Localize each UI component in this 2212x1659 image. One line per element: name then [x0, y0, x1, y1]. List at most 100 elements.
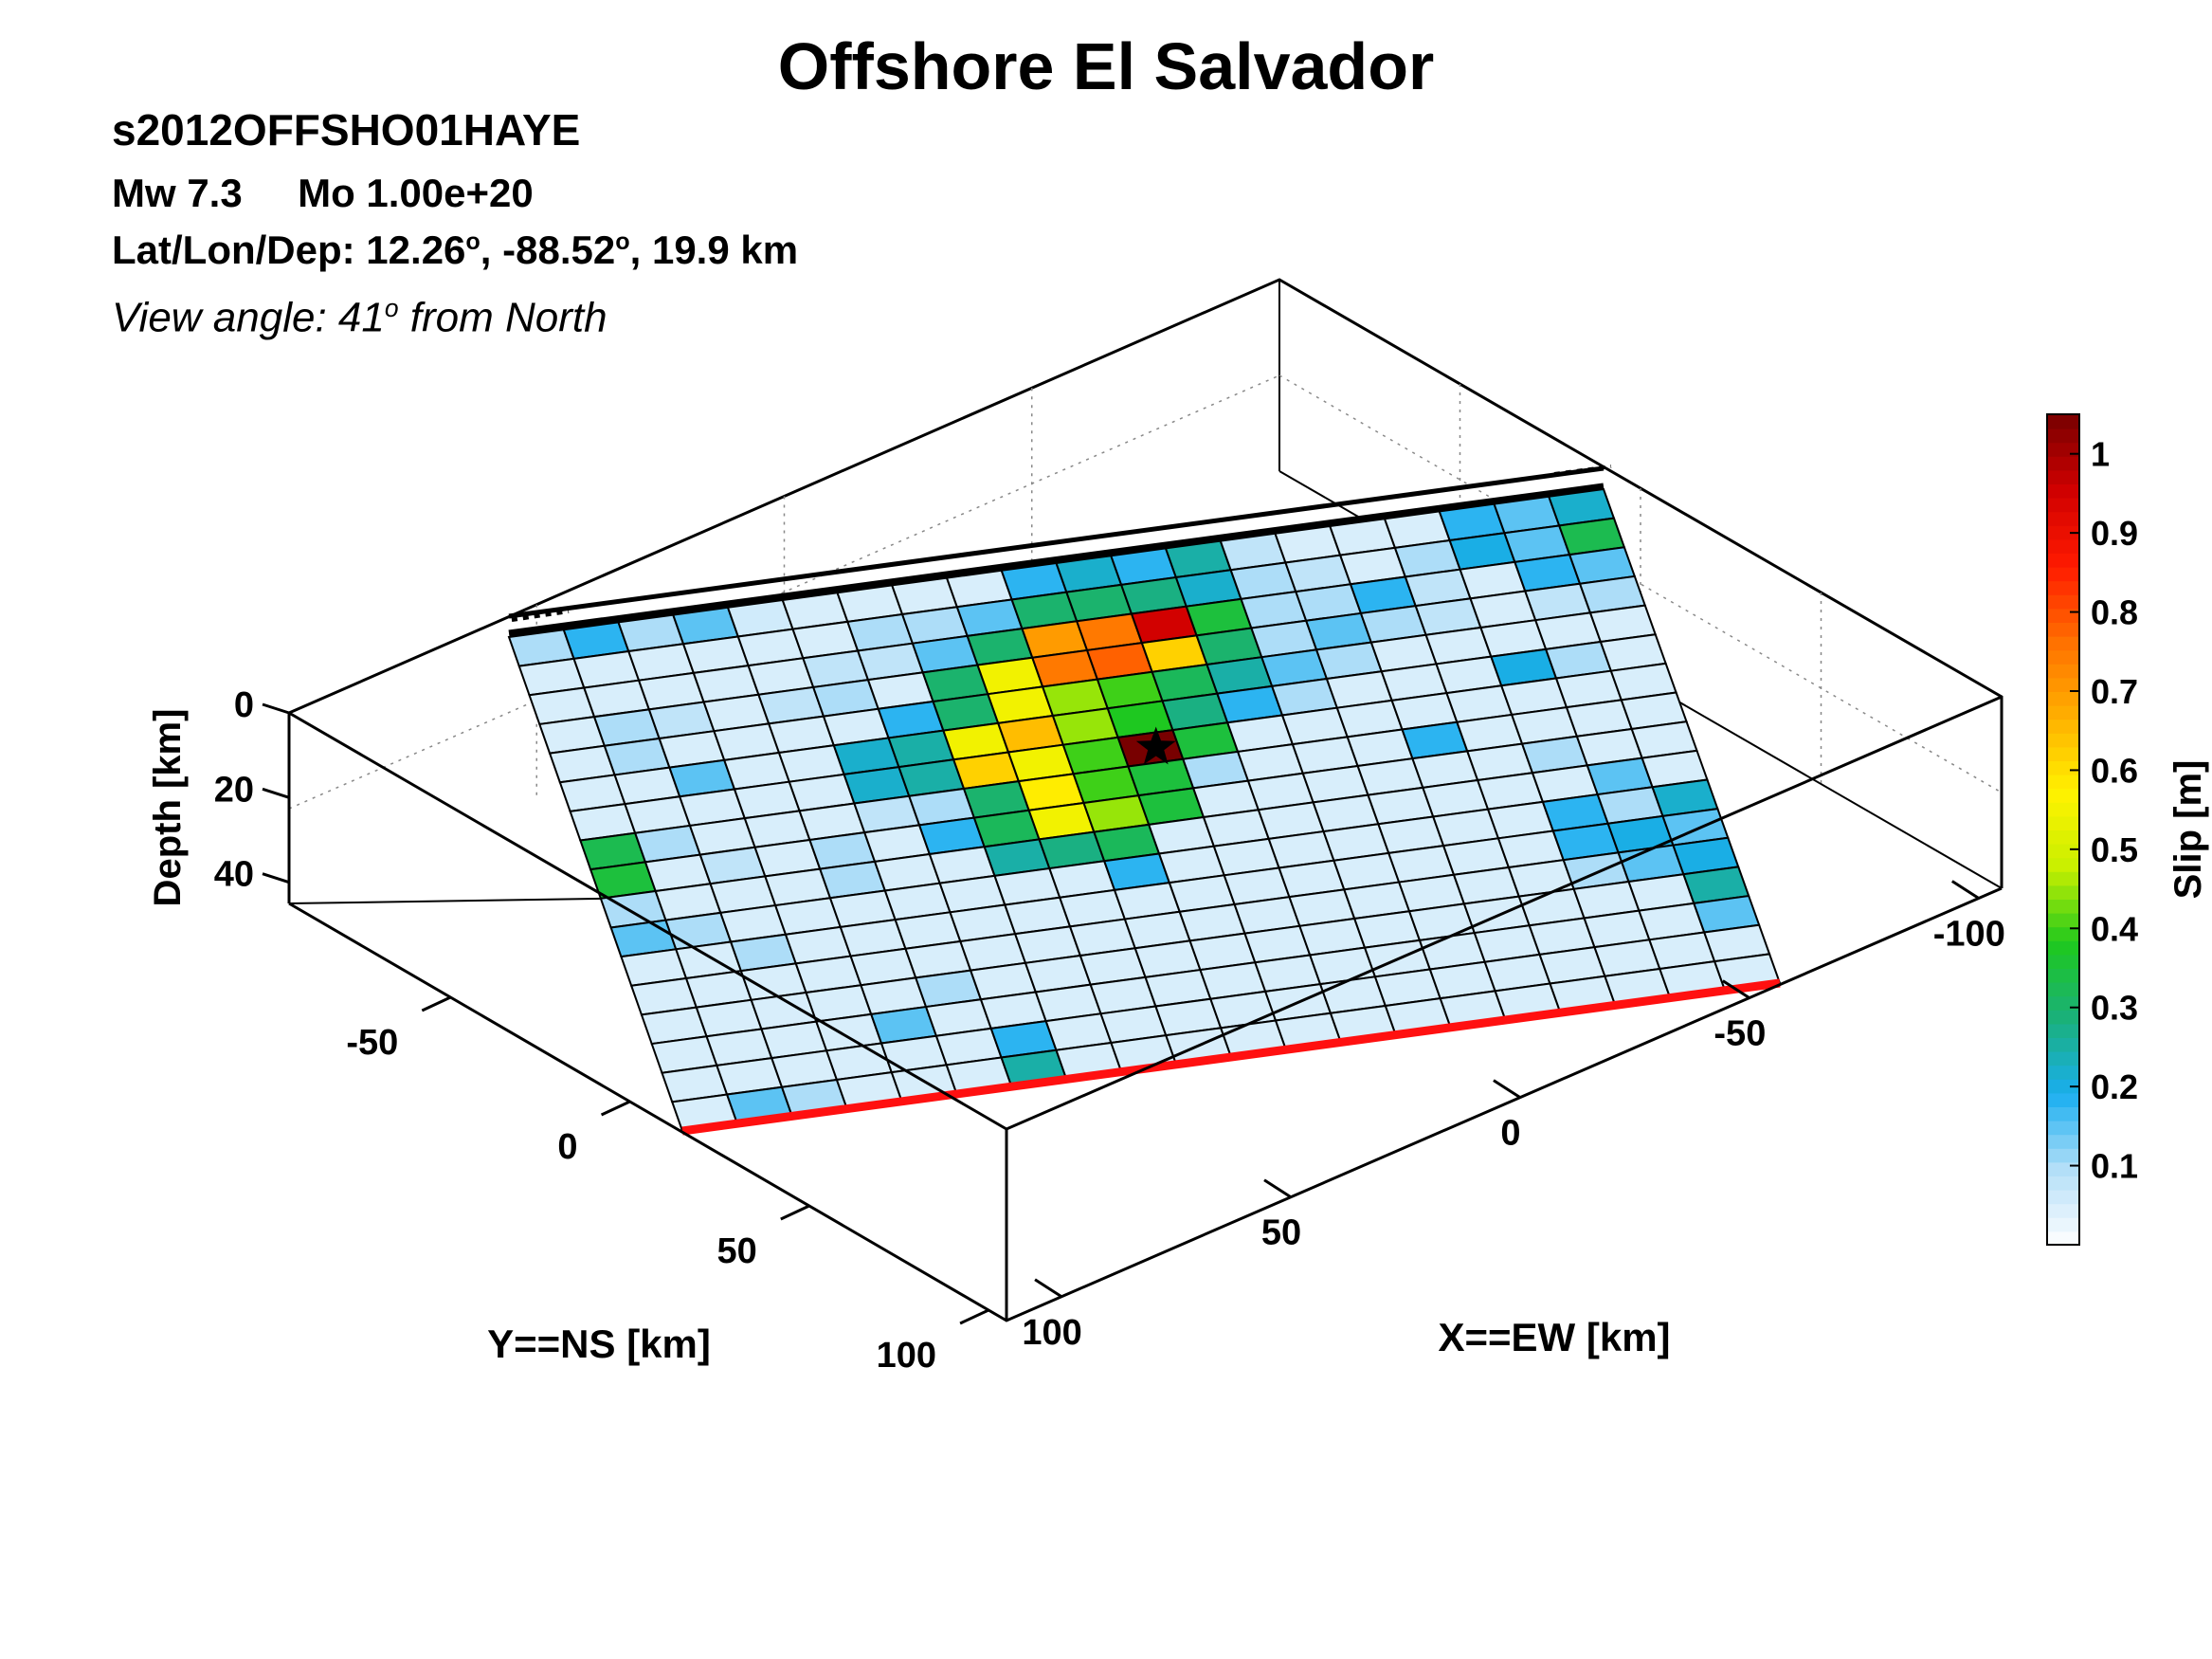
colorbar-tick-label: 1: [2091, 435, 2110, 474]
event-id: s2012OFFSHO01HAYE: [112, 105, 581, 155]
colorbar-tick-label: 0.1: [2091, 1147, 2138, 1186]
surface-trace: [508, 465, 1605, 619]
colorbar-segment: [2047, 760, 2079, 775]
colorbar-segment: [2047, 843, 2079, 859]
ns-tick-label: 0: [557, 1127, 577, 1167]
colorbar-segment: [2047, 732, 2079, 748]
colorbar-segment: [2047, 483, 2079, 499]
colorbar-segment: [2047, 788, 2079, 803]
ew-tick-label: 100: [1022, 1313, 1081, 1353]
colorbar-segment: [2047, 1189, 2079, 1205]
ew-tick-label: 0: [1500, 1114, 1520, 1154]
colorbar-segment: [2047, 663, 2079, 679]
fault-bottom-edge: [681, 978, 1781, 1136]
colorbar-segment: [2047, 428, 2079, 444]
colorbar-segment: [2047, 1216, 2079, 1232]
magnitude-line: Mw 7.3 Mo 1.00e+20: [112, 171, 534, 216]
ns-tick-mark: [780, 1204, 810, 1221]
colorbar-segment: [2047, 677, 2079, 692]
view-suffix: from North: [398, 294, 607, 341]
colorbar-segment: [2047, 691, 2079, 706]
ns-axis-label: Y==NS [km]: [487, 1322, 711, 1366]
colorbar-segment: [2047, 1078, 2079, 1094]
colorbar-segment: [2047, 954, 2079, 969]
colorbar-segment: [2047, 926, 2079, 941]
hypocenter-star: [1135, 726, 1176, 765]
axis-ticks: 0 20 40 Depth [km] -50 0 50 100 Y==NS [km] -100 -5…: [147, 685, 2005, 1376]
ew-tick-mark: [1950, 880, 1980, 900]
colorbar-tick-label: 0.3: [2091, 989, 2138, 1028]
colorbar-segment: [2047, 884, 2079, 900]
ew-tick-label: -100: [1933, 915, 2005, 955]
ns-tick-mark: [421, 995, 451, 1012]
mw-label: Mw 7.3: [112, 171, 243, 215]
colorbar-segment: [2047, 704, 2079, 720]
ew-tick-label: -50: [1713, 1014, 1766, 1054]
colorbar-segment: [2047, 511, 2079, 526]
colorbar-segment: [2047, 774, 2079, 790]
depth-tick-mark: [262, 702, 290, 715]
colorbar-segment: [2047, 968, 2079, 983]
colorbar-segment: [2047, 608, 2079, 623]
colorbar-segment: [2047, 635, 2079, 651]
colorbar-segment: [2047, 939, 2079, 956]
surface-trace-dotted-left: [511, 610, 570, 622]
colorbar-segment: [2047, 1037, 2079, 1052]
ew-tick-mark: [1722, 979, 1750, 999]
colorbar-tick-label: 0.5: [2091, 830, 2138, 869]
colorbar-label: Slip [m]: [2167, 760, 2209, 900]
depth-tick-mark: [262, 787, 290, 799]
colorbar: 0.1 0.2 0.3 0.4 0.5 0.6 0.7 0.8 0.9 1 Slip [m]: [2046, 413, 2209, 1246]
colorbar-segment: [2047, 566, 2079, 582]
colorbar-segment: [2047, 580, 2079, 595]
loc-deg-2: o: [615, 228, 630, 255]
colorbar-segment: [2047, 746, 2079, 761]
colorbar-tick-label: 0.8: [2091, 593, 2138, 632]
depth-tick-label: 20: [214, 770, 254, 810]
loc-end: , 19.9 km: [629, 228, 799, 272]
colorbar-segment: [2047, 830, 2079, 845]
fault-plane-lines: [508, 465, 1781, 1136]
colorbar-tick-label: 0.2: [2091, 1067, 2138, 1106]
colorbar-segment: [2047, 1065, 2079, 1080]
ew-tick-mark: [1034, 1278, 1062, 1299]
ns-tick-mark: [600, 1100, 631, 1117]
colorbar-tick-label: 0.6: [2091, 751, 2138, 790]
colorbar-segment: [2047, 455, 2079, 471]
colorbar-segment: [2047, 801, 2079, 817]
ns-tick-label: 100: [877, 1336, 936, 1376]
surface-trace-dotted-right: [1553, 465, 1612, 476]
colorbar-segment: [2047, 553, 2079, 568]
colorbar-segment: [2047, 622, 2079, 637]
fault-cells: [507, 487, 1782, 1133]
depth-tick-label: 40: [214, 855, 254, 895]
loc-mid: , -88.52: [480, 228, 616, 272]
colorbar-segment: [2047, 870, 2079, 886]
ew-tick-mark: [1263, 1178, 1292, 1198]
colorbar-segment: [2047, 1092, 2079, 1107]
location-line: Lat/Lon/Dep: 12.26o, -88.52o, 19.9 km: [112, 228, 798, 273]
loc-deg-1: o: [465, 228, 480, 255]
colorbar-segment: [2047, 1176, 2079, 1191]
colorbar-segment: [2047, 1009, 2079, 1025]
view-prefix: View angle: 41: [112, 294, 385, 341]
colorbar-segment: [2047, 1147, 2079, 1163]
ew-axis-label: X==EW [km]: [1438, 1315, 1670, 1359]
grid-line-depth-right-0: [1278, 374, 2003, 793]
colorbar-segment: [2047, 719, 2079, 734]
colorbar-tick-label: 0.4: [2091, 909, 2138, 948]
loc-prefix: Lat/Lon/Dep: 12.26: [112, 228, 466, 272]
depth-axis-label: Depth [km]: [147, 709, 189, 907]
ns-tick-label: -50: [346, 1023, 398, 1063]
colorbar-segment: [2047, 1203, 2079, 1218]
colorbar-segment: [2047, 469, 2079, 484]
ew-tick-label: 50: [1261, 1213, 1301, 1253]
colorbar-segment: [2047, 524, 2079, 540]
colorbar-segment: [2047, 1161, 2079, 1176]
colorbar-segment: [2047, 1120, 2079, 1136]
ew-tick-mark: [1493, 1079, 1521, 1099]
grid-line-depth-left-0: [288, 374, 1280, 810]
colorbar-segment: [2047, 593, 2079, 610]
colorbar-segment: [2047, 1023, 2079, 1038]
